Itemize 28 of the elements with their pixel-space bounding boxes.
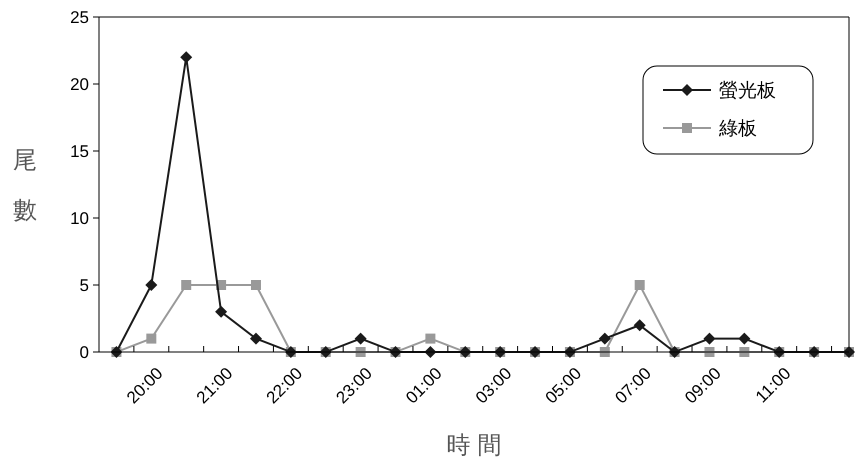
y-axis-title: 尾數 (13, 147, 37, 224)
y-tick-label: 0 (80, 342, 89, 362)
y-tick-label: 15 (70, 142, 89, 161)
point (356, 347, 366, 357)
point (250, 332, 262, 345)
point (145, 279, 158, 291)
point (181, 280, 192, 290)
point (146, 334, 156, 344)
point (180, 51, 192, 64)
y-tick-label: 20 (70, 74, 89, 94)
point (354, 332, 367, 345)
point (704, 347, 714, 357)
point (425, 334, 436, 344)
point (215, 306, 228, 318)
point (703, 332, 716, 345)
point (598, 332, 611, 345)
point (634, 280, 645, 290)
legend-label: 螢光板 (719, 80, 776, 102)
point (739, 347, 750, 357)
y-tick-label: 10 (70, 208, 89, 228)
legend-label: 綠板 (718, 118, 757, 140)
point (600, 347, 610, 357)
y-tick-label: 25 (70, 8, 89, 27)
point (634, 319, 646, 332)
point (250, 280, 261, 290)
point (738, 332, 750, 345)
y-tick-label: 5 (80, 276, 89, 295)
x-axis-title: 時 間 (446, 432, 502, 459)
